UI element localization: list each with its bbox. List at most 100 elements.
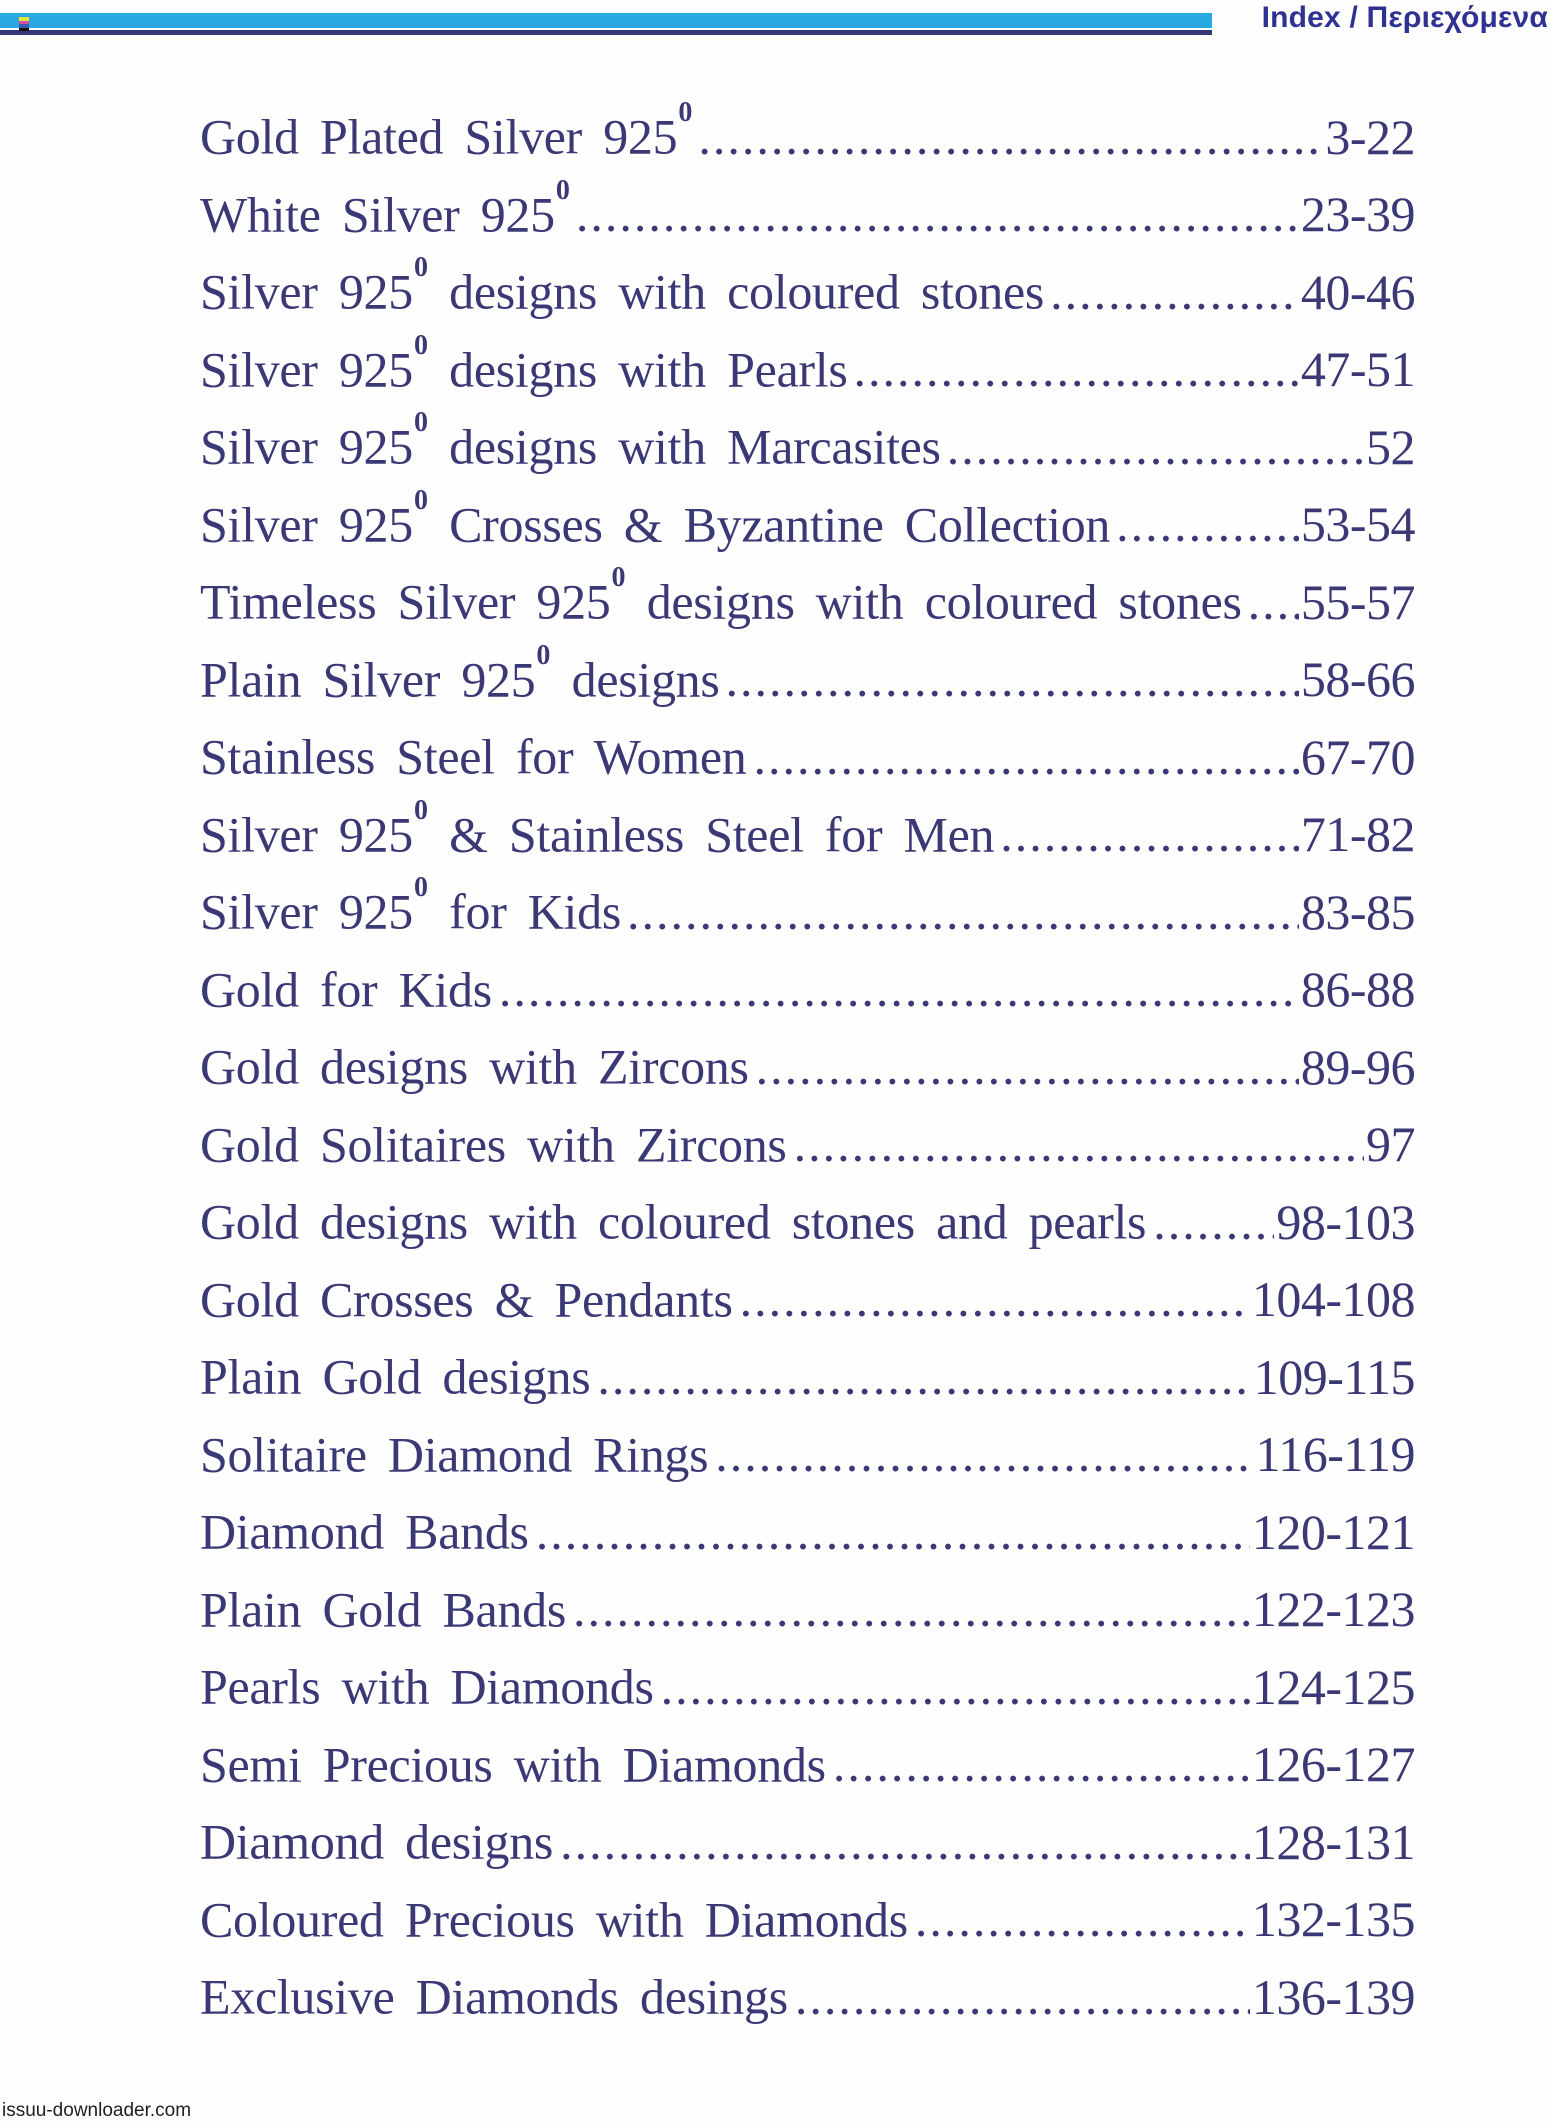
toc-entry-text: Plain Gold designs: [200, 1348, 591, 1405]
toc-entry-pages: 53-54: [1300, 496, 1416, 553]
toc-row: Plain Silver 9250 designs 58-66: [200, 632, 1416, 710]
toc-entry-label: Plain Gold designs: [200, 1329, 591, 1416]
dot-leader: [1147, 1184, 1274, 1262]
dot-leader: [848, 331, 1299, 409]
toc-entry-text: Gold designs with coloured stones and pe…: [200, 1193, 1147, 1250]
toc-entry-label: Pearls with Diamonds: [200, 1639, 655, 1726]
toc-entry-label: Semi Precious with Diamonds: [200, 1717, 827, 1804]
toc-list: Gold Plated Silver 9250 3-22 White Silve…: [200, 89, 1416, 2027]
toc-row: Diamond designs 128-131: [200, 1794, 1416, 1872]
toc-entry-pages: 97: [1366, 1116, 1416, 1173]
toc-entry-label: Silver 9250 designs with coloured stones: [200, 244, 1044, 331]
toc-row: Gold Solitaires with Zircons 97: [200, 1097, 1416, 1175]
toc-entry-superscript: 0: [413, 407, 428, 439]
toc-entry-label: Gold Crosses & Pendants: [200, 1252, 734, 1339]
toc-entry-pages: 126-127: [1251, 1736, 1416, 1793]
watermark-url: issuu-downloader.com: [2, 2100, 192, 2121]
toc-row: Silver 9250 for Kids 83-85: [200, 864, 1416, 942]
toc-entry-label: Gold for Kids: [200, 942, 493, 1029]
toc-entry-label: Silver 9250 & Stainless Steel for Men: [200, 787, 995, 874]
toc-entry-pages: 89-96: [1300, 1038, 1416, 1095]
toc-row: Plain Gold designs 109-115: [200, 1329, 1416, 1407]
toc-entry-text-after: designs: [550, 651, 720, 708]
toc-entry-superscript: 0: [413, 484, 428, 516]
dot-leader: [788, 1106, 1364, 1184]
toc-entry-pages: 132-135: [1251, 1891, 1416, 1948]
toc-entry-label: Timeless Silver 9250 designs with colour…: [200, 554, 1242, 641]
dot-leader: [692, 99, 1323, 177]
toc-entry-label: Exclusive Diamonds desings: [200, 1949, 789, 2036]
toc-entry-text: White Silver 925: [200, 186, 555, 243]
toc-row: Silver 9250 designs with Marcasites 52: [200, 399, 1416, 477]
dot-leader: [554, 1804, 1250, 1882]
toc-entry-text-after: for Kids: [427, 883, 621, 940]
dot-leader: [1242, 564, 1299, 642]
registration-stripe: [19, 17, 29, 21]
dot-leader: [655, 1649, 1250, 1727]
toc-entry-pages: 55-57: [1300, 573, 1416, 630]
dot-leader: [493, 951, 1299, 1029]
toc-entry-pages: 122-123: [1251, 1581, 1416, 1638]
toc-entry-superscript: 0: [413, 872, 428, 904]
toc-entry-text-after: & Stainless Steel for Men: [427, 806, 995, 863]
toc-row: Semi Precious with Diamonds 126-127: [200, 1717, 1416, 1795]
toc-row: White Silver 9250 23-39: [200, 167, 1416, 245]
toc-entry-pages: 109-115: [1253, 1348, 1416, 1405]
dot-leader: [530, 1494, 1250, 1572]
dot-leader: [747, 719, 1298, 797]
toc-entry-text: Timeless Silver 925: [200, 573, 611, 630]
toc-entry-label: Silver 9250 Crosses & Byzantine Collecti…: [200, 477, 1110, 564]
toc-entry-pages: 136-139: [1251, 1968, 1416, 2025]
toc-entry-pages: 58-66: [1300, 651, 1416, 708]
top-bar-navy: [0, 30, 1212, 35]
toc-entry-text: Silver 925: [200, 883, 413, 940]
toc-entry-label: Silver 9250 designs with Pearls: [200, 322, 848, 409]
toc-entry-text: Silver 925: [200, 341, 413, 398]
toc-entry-text: Solitaire Diamond Rings: [200, 1426, 709, 1483]
toc-row: Gold Crosses & Pendants 104-108: [200, 1252, 1416, 1330]
toc-entry-pages: 3-22: [1325, 108, 1415, 165]
toc-entry-superscript: 0: [555, 174, 570, 206]
toc-row: Timeless Silver 9250 designs with colour…: [200, 554, 1416, 632]
toc-entry-label: Plain Silver 9250 designs: [200, 632, 720, 719]
toc-entry-text: Gold Crosses & Pendants: [200, 1271, 733, 1328]
toc-row: Diamond Bands 120-121: [200, 1484, 1416, 1562]
top-bar-cyan: [0, 13, 1212, 28]
toc-entry-text: Silver 925: [200, 496, 413, 553]
toc-entry-text: Diamond Bands: [200, 1503, 529, 1560]
toc-entry-label: Diamond Bands: [200, 1484, 530, 1571]
toc-entry-pages: 83-85: [1300, 883, 1416, 940]
dot-leader: [720, 641, 1299, 719]
toc-entry-pages: 124-125: [1251, 1658, 1416, 1715]
toc-row: Solitaire Diamond Rings 116-119: [200, 1407, 1416, 1485]
toc-entry-pages: 52: [1366, 418, 1416, 475]
toc-row: Silver 9250 & Stainless Steel for Men 71…: [200, 787, 1416, 865]
toc-entry-text-after: designs with coloured stones: [625, 573, 1242, 630]
dot-leader: [827, 1726, 1250, 1804]
toc-entry-pages: 47-51: [1300, 341, 1416, 398]
toc-entry-pages: 40-46: [1300, 263, 1416, 320]
toc-entry-pages: 67-70: [1300, 728, 1416, 785]
toc-entry-label: Gold designs with coloured stones and pe…: [200, 1174, 1147, 1261]
toc-entry-label: Silver 9250 designs with Marcasites: [200, 399, 941, 486]
toc-entry-label: Gold Plated Silver 9250: [200, 89, 692, 176]
toc-entry-text-after: designs with Marcasites: [427, 418, 941, 475]
toc-entry-label: Solitaire Diamond Rings: [200, 1407, 709, 1494]
toc-row: Coloured Precious with Diamonds 132-135: [200, 1872, 1416, 1950]
toc-row: Gold for Kids 86-88: [200, 942, 1416, 1020]
toc-row: Gold designs with Zircons 89-96: [200, 1019, 1416, 1097]
toc-entry-text: Pearls with Diamonds: [200, 1658, 654, 1715]
toc-entry-label: Diamond designs: [200, 1794, 554, 1881]
toc-entry-superscript: 0: [413, 329, 428, 361]
toc-entry-label: Coloured Precious with Diamonds: [200, 1872, 909, 1959]
toc-entry-label: Plain Gold Bands: [200, 1562, 567, 1649]
dot-leader: [734, 1261, 1250, 1339]
toc-entry-label: White Silver 9250: [200, 167, 570, 254]
toc-entry-pages: 120-121: [1251, 1503, 1416, 1560]
toc-row: Stainless Steel for Women 67-70: [200, 709, 1416, 787]
toc-entry-superscript: 0: [536, 639, 551, 671]
toc-entry-label: Silver 9250 for Kids: [200, 864, 621, 951]
toc-entry-label: Stainless Steel for Women: [200, 709, 747, 796]
toc-row: Exclusive Diamonds desings 136-139: [200, 1949, 1416, 2027]
toc-entry-text: Silver 925: [200, 806, 413, 863]
